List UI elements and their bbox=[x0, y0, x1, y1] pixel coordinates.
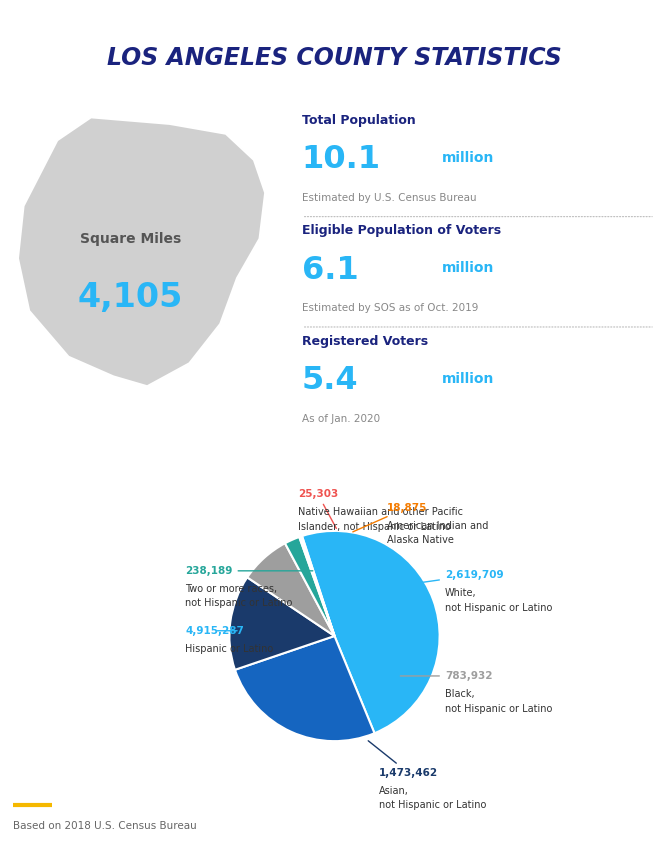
Text: 18,875: 18,875 bbox=[353, 503, 427, 532]
Text: Registered Voters: Registered Voters bbox=[302, 335, 428, 347]
Text: Islander, not Hispanic or Latino: Islander, not Hispanic or Latino bbox=[298, 521, 450, 532]
Text: Estimated by U.S. Census Bureau: Estimated by U.S. Census Bureau bbox=[302, 193, 476, 203]
Text: million: million bbox=[442, 151, 494, 165]
Text: American Indian and: American Indian and bbox=[387, 521, 488, 531]
Polygon shape bbox=[18, 118, 265, 386]
Text: 10.1: 10.1 bbox=[302, 145, 381, 175]
Text: 5.4: 5.4 bbox=[302, 365, 359, 396]
Text: White,: White, bbox=[445, 588, 476, 598]
Text: Black,: Black, bbox=[445, 689, 474, 699]
Text: Estimated by SOS as of Oct. 2019: Estimated by SOS as of Oct. 2019 bbox=[302, 304, 478, 313]
Text: LOS ANGELES COUNTY STATISTICS: LOS ANGELES COUNTY STATISTICS bbox=[107, 46, 562, 71]
Text: Asian,: Asian, bbox=[379, 785, 409, 796]
Text: 6.1: 6.1 bbox=[302, 255, 359, 286]
Text: not Hispanic or Latino: not Hispanic or Latino bbox=[379, 801, 486, 810]
Text: 783,932: 783,932 bbox=[400, 671, 492, 681]
Text: Hispanic or Latino: Hispanic or Latino bbox=[185, 643, 274, 653]
Wedge shape bbox=[299, 537, 334, 636]
Text: Total Population: Total Population bbox=[302, 114, 415, 127]
Text: Eligible Population of Voters: Eligible Population of Voters bbox=[302, 225, 501, 237]
Wedge shape bbox=[248, 543, 334, 636]
Text: not Hispanic or Latino: not Hispanic or Latino bbox=[445, 704, 552, 713]
Text: Alaska Native: Alaska Native bbox=[387, 536, 454, 545]
Text: million: million bbox=[442, 372, 494, 385]
Text: 4,105: 4,105 bbox=[78, 281, 183, 315]
Wedge shape bbox=[301, 536, 334, 636]
Text: Native Hawaiian and other Pacific: Native Hawaiian and other Pacific bbox=[298, 507, 463, 517]
Text: not Hispanic or Latino: not Hispanic or Latino bbox=[445, 603, 552, 612]
Wedge shape bbox=[302, 531, 440, 733]
Text: Estimates of Population of Race and Ethnicity in L.A. County: Estimates of Population of Race and Ethn… bbox=[98, 448, 571, 462]
Text: 2,619,709: 2,619,709 bbox=[403, 570, 504, 585]
Text: 4,915,287: 4,915,287 bbox=[185, 626, 244, 636]
Text: million: million bbox=[442, 262, 494, 275]
Text: 238,189: 238,189 bbox=[185, 566, 313, 576]
Text: 1,473,462: 1,473,462 bbox=[368, 741, 438, 778]
Wedge shape bbox=[285, 537, 334, 636]
Text: As of Jan. 2020: As of Jan. 2020 bbox=[302, 414, 380, 424]
Text: 25,303: 25,303 bbox=[298, 489, 338, 528]
Text: Square Miles: Square Miles bbox=[80, 231, 181, 246]
Text: Two or more races,: Two or more races, bbox=[185, 584, 278, 594]
Text: not Hispanic or Latino: not Hispanic or Latino bbox=[185, 599, 292, 608]
Wedge shape bbox=[235, 636, 375, 741]
Wedge shape bbox=[229, 578, 334, 669]
Text: Based on 2018 U.S. Census Bureau: Based on 2018 U.S. Census Bureau bbox=[13, 822, 197, 831]
